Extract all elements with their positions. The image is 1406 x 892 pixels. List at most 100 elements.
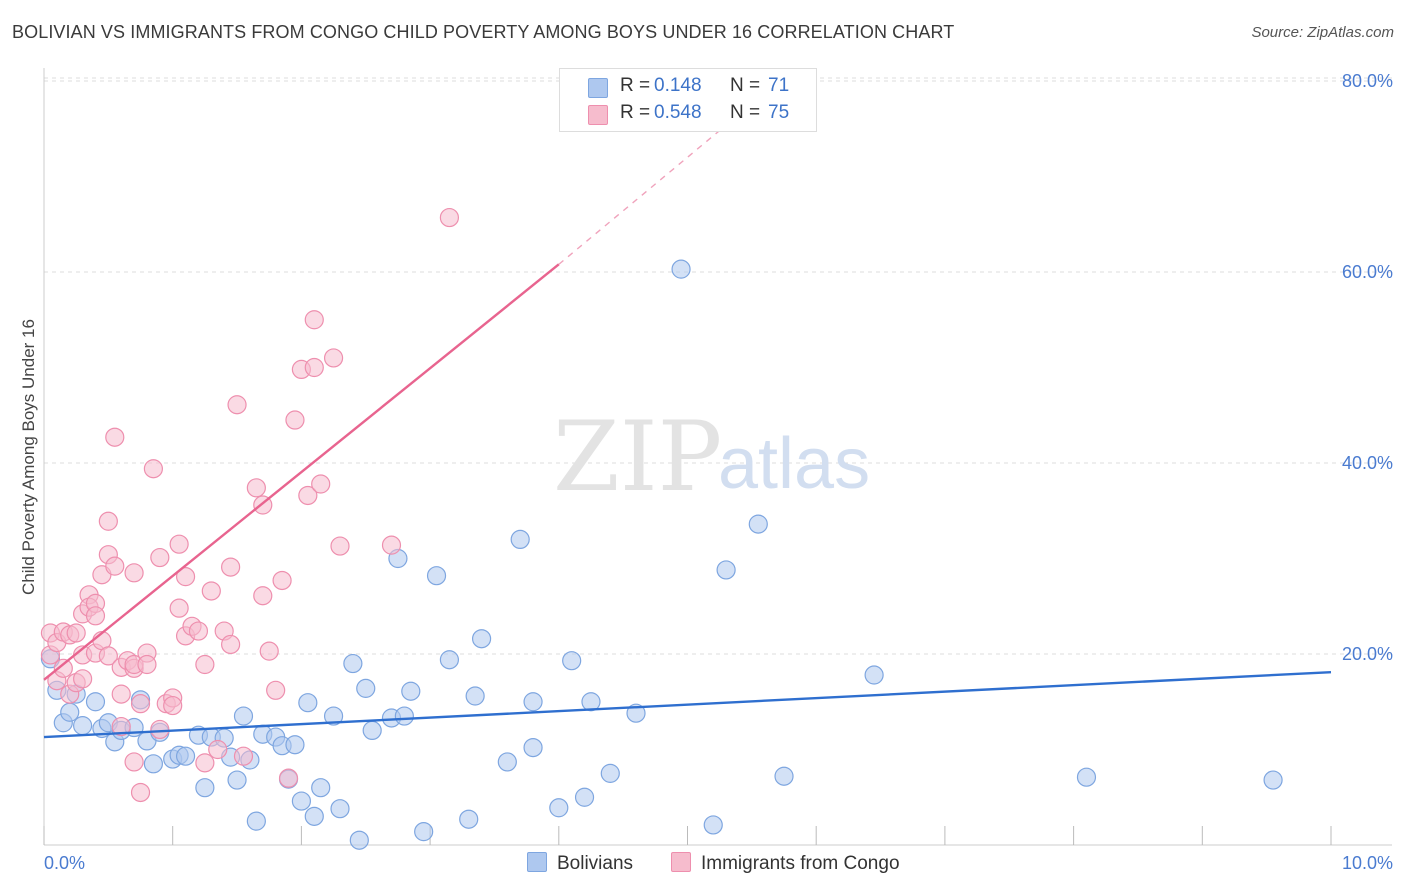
blue-swatch <box>527 852 547 872</box>
label-layer: 20.0% 40.0% 60.0% 80.0% 0.0% 10.0% Child Pover… <box>19 71 1393 873</box>
congo-point <box>253 586 273 606</box>
congo-point <box>98 511 118 531</box>
bolivian-point <box>175 746 196 766</box>
bolivian-point <box>523 692 543 712</box>
congo-point <box>259 641 279 661</box>
congo-point <box>53 658 73 678</box>
congo-point <box>221 634 241 655</box>
congo-point <box>124 563 144 583</box>
bolivian-point <box>195 778 215 798</box>
congo-point <box>278 768 299 788</box>
congo-point <box>233 746 254 766</box>
congo-point <box>323 348 344 368</box>
congo-point <box>85 606 106 626</box>
congo-point <box>130 782 151 803</box>
n-label: N = <box>730 75 761 96</box>
congo-point <box>298 485 318 506</box>
congo-point <box>330 536 350 556</box>
bolivian-point <box>671 259 691 279</box>
congo-point <box>169 534 189 554</box>
congo-point <box>266 680 286 700</box>
congo-point <box>130 694 151 714</box>
congo-point <box>195 654 215 675</box>
congo-point <box>311 474 331 494</box>
bolivian-point <box>716 560 736 580</box>
y-tick-label: 40.0% <box>1342 453 1393 473</box>
bolivian-point <box>549 798 569 818</box>
legend-label-congo: Immigrants from Congo <box>701 853 900 874</box>
congo-point <box>105 556 125 576</box>
bolivian-point <box>227 770 247 790</box>
bolivian-point <box>626 703 646 723</box>
congo-point <box>304 357 324 378</box>
bolivian-point <box>1263 770 1283 790</box>
bolivian-point <box>349 830 369 850</box>
bolivian-point <box>774 766 794 786</box>
bolivian-point <box>343 653 363 674</box>
congo-point <box>304 310 324 330</box>
bolivian-point <box>330 799 350 819</box>
congo-point <box>188 621 209 641</box>
x-tick-label: 10.0% <box>1342 853 1393 873</box>
legend-row-congo: R = 0.548 N = 75 <box>560 101 816 127</box>
congo-point <box>208 739 228 760</box>
r-label: R = <box>620 102 651 123</box>
bolivian-point <box>471 629 492 649</box>
r-value: 0.548 <box>654 102 702 123</box>
n-value: 71 <box>768 75 790 96</box>
bolivian-point <box>864 665 884 685</box>
bolivian-point <box>304 806 324 826</box>
bolivian-point <box>285 735 305 755</box>
bolivian-point <box>394 706 414 726</box>
congo-point <box>201 581 221 601</box>
bolivian-point <box>311 778 331 798</box>
congo-point <box>227 395 247 415</box>
legend-item-congo[interactable]: Immigrants from Congo <box>671 852 900 875</box>
congo-point <box>98 646 118 666</box>
bolivian-point <box>143 754 163 774</box>
y-axis-label: Child Poverty Among Boys Under 16 <box>19 319 38 595</box>
pink-swatch <box>671 852 691 872</box>
congo-point <box>111 716 131 737</box>
legend-item-bolivians[interactable]: Bolivians <box>527 852 633 875</box>
bolivian-point <box>562 651 582 671</box>
congo-point <box>111 684 131 704</box>
bolivian-point <box>439 650 460 670</box>
bolivian-point <box>600 763 620 783</box>
bolivian-point <box>465 686 485 706</box>
congo-point <box>439 207 460 228</box>
congo-point <box>175 567 196 587</box>
congo-point <box>124 752 144 772</box>
chart-source: Source: ZipAtlas.com <box>1251 24 1394 41</box>
congo-point <box>272 570 292 591</box>
bolivian-point <box>523 737 543 758</box>
blue-swatch <box>588 78 608 98</box>
bolivian-point <box>291 791 311 811</box>
congo-point <box>163 695 183 716</box>
bolivian-point <box>323 706 344 726</box>
congo-point <box>285 410 305 430</box>
legend-row-bolivians: R = 0.148 N = 71 <box>560 74 816 100</box>
x-tick-label: 0.0% <box>44 853 85 873</box>
bolivian-point <box>362 720 382 741</box>
correlation-legend: R = 0.148 N = 71 R = 0.548 N = 75 <box>559 68 817 132</box>
bolivian-point <box>1076 767 1097 787</box>
bolivian-point <box>298 693 318 713</box>
bolivian-point <box>246 811 266 831</box>
congo-point <box>143 459 163 479</box>
trend-layer <box>43 113 1332 739</box>
pink-swatch <box>588 105 608 125</box>
y-tick-label: 20.0% <box>1342 644 1393 664</box>
congo-point <box>169 598 189 618</box>
congo-point <box>66 623 86 643</box>
bolivian-point <box>581 692 601 712</box>
bolivian-point <box>85 692 106 712</box>
bolivian-point <box>60 702 80 722</box>
watermark-zip: ZIP <box>553 401 722 513</box>
bolivian-point <box>356 678 376 698</box>
congo-point <box>381 535 402 555</box>
y-tick-label: 60.0% <box>1342 262 1393 282</box>
congo-point <box>246 478 266 498</box>
bolivian-point <box>414 822 434 842</box>
